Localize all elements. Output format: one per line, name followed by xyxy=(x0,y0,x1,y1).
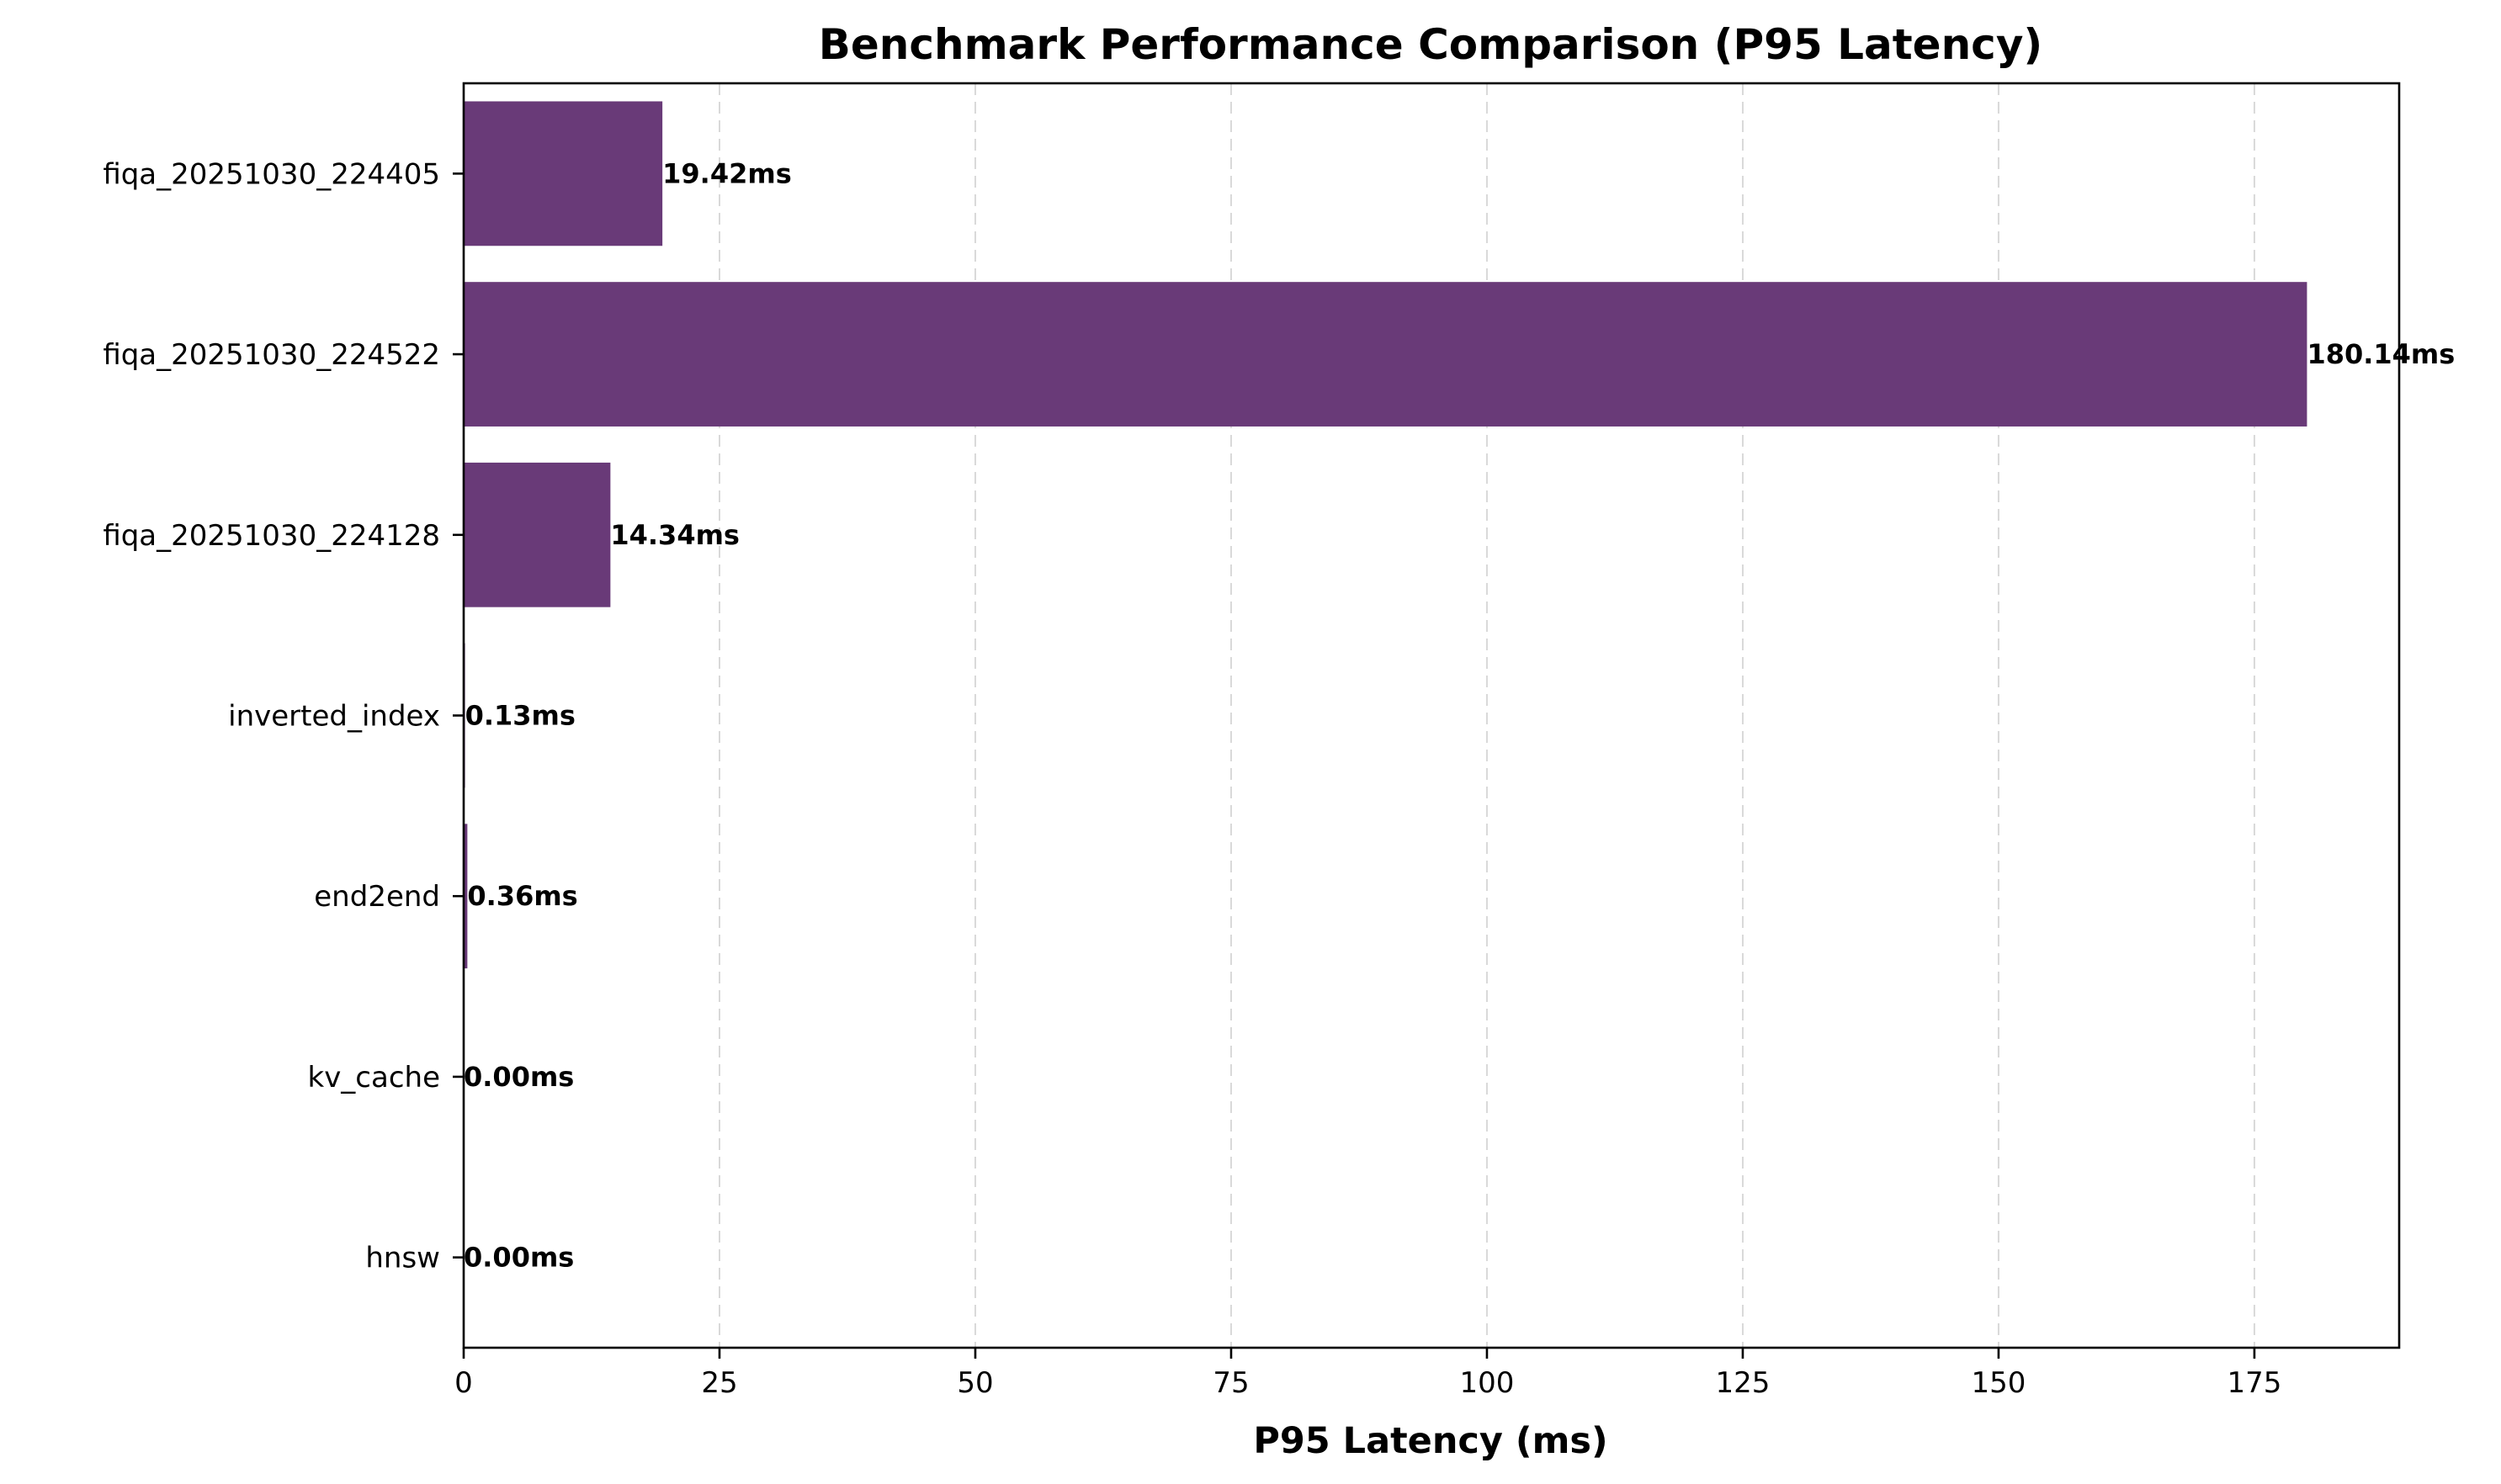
bar-value-label: 0.36ms xyxy=(467,880,577,912)
y-tick-label: kv_cache xyxy=(308,1061,441,1094)
bar xyxy=(464,462,611,607)
data-labels: 19.42ms 180.14ms 14.34ms 0.13ms 0.36ms 0.00ms… xyxy=(464,157,2455,1273)
bar-value-label: 0.00ms xyxy=(464,1242,574,1274)
x-tick-label: 0 xyxy=(454,1366,473,1400)
y-tick-label: end2end xyxy=(314,880,440,914)
x-tick-label: 125 xyxy=(1716,1366,1771,1400)
plot-frame xyxy=(462,82,2401,1349)
x-tick-label: 25 xyxy=(701,1366,737,1400)
y-tick-label: fiqa_20251030_224128 xyxy=(103,519,440,553)
x-tick-label: 75 xyxy=(1213,1366,1249,1400)
y-tick-label: fiqa_20251030_224405 xyxy=(103,157,440,191)
y-tick-label: hnsw xyxy=(365,1242,440,1275)
y-tick-label: fiqa_20251030_224522 xyxy=(103,338,440,372)
x-tick-label: 100 xyxy=(1460,1366,1515,1400)
chart-title: Benchmark Performance Comparison (P95 La… xyxy=(819,20,2043,69)
x-tick-label: 50 xyxy=(957,1366,993,1400)
grid-lines xyxy=(463,83,2255,1348)
bar-value-label: 0.00ms xyxy=(464,1061,574,1093)
y-tick-label: inverted_index xyxy=(228,700,440,734)
bar-value-label: 180.14ms xyxy=(2307,338,2455,370)
x-tick-label: 175 xyxy=(2227,1366,2281,1400)
bar xyxy=(464,101,663,246)
bar xyxy=(464,824,468,969)
bars xyxy=(464,101,2307,969)
y-axis-ticks: fiqa_20251030_224405 fiqa_20251030_224522… xyxy=(103,157,464,1275)
x-tick-label: 150 xyxy=(1971,1366,2026,1400)
bar-value-label: 14.34ms xyxy=(610,519,740,551)
bar-value-label: 19.42ms xyxy=(662,157,792,189)
bar xyxy=(464,282,2307,427)
x-axis-ticks: 0 25 50 75 100 125 150 175 xyxy=(454,1348,2281,1400)
bar-value-label: 0.13ms xyxy=(465,700,576,732)
x-axis-label: P95 Latency (ms) xyxy=(1253,1420,1607,1462)
